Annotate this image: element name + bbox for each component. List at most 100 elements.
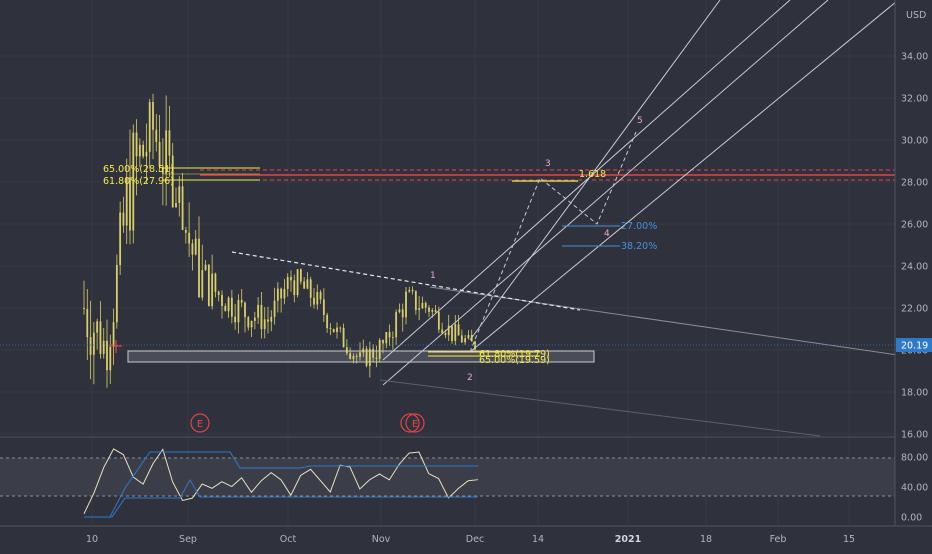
candle-body[interactable]	[444, 333, 447, 336]
candle-body[interactable]	[290, 276, 292, 281]
candle-body[interactable]	[418, 308, 421, 311]
candle-body[interactable]	[329, 328, 332, 329]
candle-body[interactable]	[296, 269, 299, 296]
candle-body[interactable]	[372, 348, 375, 358]
candle-body[interactable]	[352, 356, 355, 360]
candle-body[interactable]	[447, 325, 450, 336]
candle-body[interactable]	[306, 279, 309, 289]
candle-body[interactable]	[460, 335, 463, 343]
candle-body[interactable]	[464, 338, 467, 343]
candle-body[interactable]	[188, 232, 191, 244]
candle-body[interactable]	[204, 264, 207, 271]
candle-body[interactable]	[198, 238, 200, 298]
candle-body[interactable]	[201, 270, 204, 298]
candle-body[interactable]	[349, 353, 352, 360]
oscillator-lines[interactable]	[83, 448, 479, 518]
candle-body[interactable]	[316, 292, 319, 305]
candle-body[interactable]	[414, 291, 417, 311]
candle-body[interactable]	[280, 288, 283, 299]
candle-body[interactable]	[102, 340, 105, 354]
candle-body[interactable]	[112, 322, 115, 347]
candle-body[interactable]	[434, 310, 437, 312]
candle-body[interactable]	[250, 320, 253, 328]
candle-body[interactable]	[355, 356, 358, 357]
candle-body[interactable]	[214, 273, 217, 292]
candle-body[interactable]	[240, 299, 243, 303]
candle-body[interactable]	[273, 300, 276, 317]
candle-body[interactable]	[270, 316, 273, 322]
candle-body[interactable]	[234, 316, 237, 323]
candle-body[interactable]	[398, 309, 401, 313]
candle-body[interactable]	[227, 297, 230, 312]
candle-body[interactable]	[132, 132, 135, 231]
candle-body[interactable]	[83, 308, 85, 309]
candle-body[interactable]	[470, 335, 473, 342]
candle-body[interactable]	[345, 347, 348, 354]
candle-body[interactable]	[155, 129, 158, 143]
candle-body[interactable]	[408, 289, 411, 292]
candle-body[interactable]	[217, 291, 220, 295]
price-channel[interactable]	[382, 0, 908, 386]
candle-body[interactable]	[119, 212, 122, 266]
candle-body[interactable]	[152, 102, 154, 130]
candle-body[interactable]	[165, 130, 168, 174]
candle-body[interactable]	[122, 212, 125, 226]
candle-body[interactable]	[362, 348, 365, 353]
oscillator-lower-band[interactable]	[84, 478, 478, 518]
candle-body[interactable]	[224, 305, 227, 312]
candle-body[interactable]	[99, 321, 102, 354]
fib-retracement-lower[interactable]: 61.80%(19.79) 65.00%(19.59)	[428, 349, 550, 366]
candle-body[interactable]	[424, 302, 427, 308]
candle-body[interactable]	[142, 144, 145, 157]
candle-body[interactable]	[135, 132, 138, 157]
candle-body[interactable]	[181, 186, 184, 230]
candle-body[interactable]	[395, 312, 398, 338]
candle-body[interactable]	[161, 166, 164, 174]
candle-body[interactable]	[467, 335, 470, 339]
candle-body[interactable]	[385, 332, 388, 344]
candle-body[interactable]	[431, 310, 434, 312]
candle-body[interactable]	[388, 332, 391, 338]
earnings-marker-2[interactable]: E	[400, 413, 425, 433]
candle-body[interactable]	[260, 304, 263, 330]
candle-body[interactable]	[375, 357, 378, 359]
candle-body[interactable]	[86, 308, 89, 338]
earnings-marker-1[interactable]: E	[190, 413, 210, 433]
candle-body[interactable]	[283, 288, 286, 299]
trendline-lower[interactable]	[379, 379, 821, 437]
fib-extension[interactable]: 1.618 27.00% 38.20%	[512, 169, 657, 252]
candle-body[interactable]	[326, 314, 329, 329]
support-zone[interactable]	[127, 350, 595, 363]
candle-body[interactable]	[168, 130, 171, 156]
candle-body[interactable]	[194, 238, 197, 255]
candle-body[interactable]	[421, 302, 424, 309]
candle-body[interactable]	[303, 281, 306, 289]
candle-body[interactable]	[428, 307, 430, 312]
trendline-descending[interactable]	[429, 286, 932, 361]
candle-body[interactable]	[230, 297, 233, 317]
candle-body[interactable]	[411, 289, 414, 292]
candle-body[interactable]	[138, 144, 141, 157]
candle-body[interactable]	[382, 339, 384, 344]
candle-body[interactable]	[319, 292, 322, 300]
candle-body[interactable]	[437, 311, 440, 330]
candle-body[interactable]	[263, 319, 266, 330]
candle-body[interactable]	[365, 348, 368, 366]
candle-body[interactable]	[178, 186, 181, 203]
candle-body[interactable]	[454, 324, 457, 341]
candle-body[interactable]	[148, 102, 151, 152]
candle-body[interactable]	[257, 304, 260, 318]
candle-body[interactable]	[92, 332, 95, 355]
candle-body[interactable]	[129, 177, 131, 231]
candle-body[interactable]	[378, 339, 381, 359]
oscillator-main-line[interactable]	[83, 448, 479, 515]
candle-body[interactable]	[125, 177, 128, 226]
candle-body[interactable]	[368, 348, 371, 366]
candle-body[interactable]	[106, 340, 108, 371]
candle-body[interactable]	[175, 203, 177, 208]
candle-body[interactable]	[401, 309, 404, 318]
candle-body[interactable]	[267, 319, 269, 322]
candle-body[interactable]	[207, 264, 210, 307]
